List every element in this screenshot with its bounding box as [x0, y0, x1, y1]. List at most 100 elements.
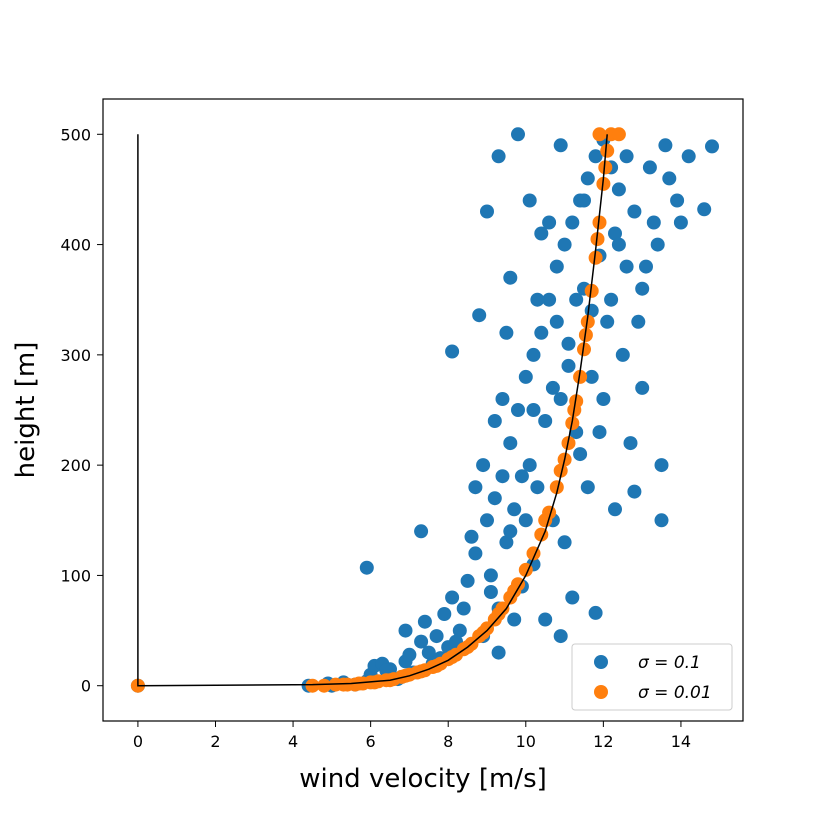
point-series-0-27 [483, 568, 498, 583]
x-tick-label-2: 2 [210, 732, 220, 751]
point-series-0-114 [592, 425, 607, 440]
point-series-1-39 [584, 283, 599, 298]
point-series-0-120 [561, 358, 576, 373]
point-series-0-31 [499, 535, 514, 550]
point-series-0-46 [557, 237, 572, 252]
point-series-0-115 [542, 215, 557, 230]
point-series-0-81 [608, 502, 622, 517]
point-series-0-107 [499, 325, 514, 340]
point-series-0-92 [569, 292, 584, 307]
point-series-0-62 [627, 204, 642, 219]
point-series-1-48 [553, 463, 568, 478]
point-series-0-102 [456, 601, 471, 616]
point-series-0-119 [530, 292, 545, 307]
point-series-0-54 [588, 149, 603, 164]
point-series-0-91 [553, 138, 568, 153]
point-series-0-36 [518, 369, 533, 384]
point-series-0-83 [538, 612, 553, 627]
point-series-0-60 [611, 182, 626, 197]
point-series-0-82 [627, 484, 642, 499]
x-tick-label-0: 0 [133, 732, 143, 751]
point-series-1-43 [600, 143, 615, 158]
point-series-0-42 [542, 292, 557, 307]
point-series-0-34 [511, 403, 525, 417]
point-series-0-44 [549, 259, 564, 274]
point-series-0-41 [538, 414, 553, 428]
point-series-0-28 [487, 491, 502, 506]
point-series-0-39 [530, 480, 545, 495]
point-series-0-71 [359, 560, 374, 575]
point-series-0-47 [561, 336, 576, 351]
point-series-0-125 [673, 215, 688, 230]
point-series-1-38 [580, 314, 595, 329]
point-series-1-46 [592, 127, 607, 142]
point-series-0-122 [611, 237, 626, 252]
point-series-1-40 [588, 250, 603, 265]
legend-label-sigma-0.01: σ = 0.01 [638, 683, 712, 703]
point-series-0-89 [522, 193, 537, 208]
y-axis-label: height [m] [11, 342, 41, 479]
point-series-0-72 [445, 344, 460, 359]
point-series-0-131 [483, 585, 498, 599]
point-series-0-94 [615, 347, 630, 362]
point-series-0-53 [584, 369, 599, 384]
point-series-0-67 [670, 193, 685, 208]
x-tick-label-6: 6 [366, 732, 376, 751]
point-series-0-108 [518, 513, 533, 528]
point-series-0-87 [487, 414, 502, 428]
point-series-1-47 [538, 513, 553, 528]
point-series-0-109 [545, 380, 560, 395]
point-series-1-36 [573, 369, 588, 384]
point-series-0-57 [600, 314, 615, 329]
point-series-0-16 [417, 614, 432, 629]
point-series-0-128 [549, 314, 564, 329]
point-series-1-64 [336, 677, 351, 692]
point-series-0-63 [635, 281, 650, 296]
x-tick-label-10: 10 [516, 732, 536, 751]
point-series-0-75 [480, 204, 494, 219]
point-series-0-80 [588, 605, 603, 620]
point-series-0-37 [522, 458, 537, 473]
point-series-0-127 [577, 193, 591, 208]
y-tick-label-100: 100 [60, 566, 91, 585]
point-series-0-21 [445, 590, 460, 605]
point-series-0-90 [534, 226, 549, 241]
point-series-1-52 [598, 160, 613, 175]
y-tick-label-300: 300 [60, 346, 91, 365]
legend: σ = 0.1 σ = 0.01 [571, 643, 733, 711]
point-series-0-130 [503, 524, 518, 539]
point-series-0-95 [635, 380, 650, 395]
point-series-0-98 [557, 535, 572, 550]
point-series-0-22 [452, 623, 467, 638]
point-series-0-112 [631, 314, 646, 329]
point-series-0-52 [580, 171, 595, 186]
point-series-0-33 [507, 502, 522, 517]
point-series-0-69 [697, 202, 712, 217]
y-tick-label-200: 200 [60, 456, 91, 475]
point-series-1-1 [305, 678, 320, 693]
y-axis-ticks: 0 100 200 300 400 500 [60, 125, 103, 696]
point-series-0-65 [650, 237, 665, 252]
x-tick-label-8: 8 [443, 732, 453, 751]
point-series-0-79 [654, 458, 669, 473]
plot-frame [102, 98, 744, 722]
point-series-0-73 [414, 524, 429, 539]
point-series-0-74 [472, 308, 487, 323]
point-series-0-85 [565, 590, 580, 605]
point-series-0-84 [553, 629, 568, 644]
point-series-0-88 [503, 270, 518, 285]
point-series-0-129 [526, 403, 541, 417]
legend-frame [571, 643, 733, 711]
point-series-0-106 [476, 458, 491, 473]
point-series-1-62 [367, 675, 382, 690]
point-series-0-113 [646, 215, 661, 230]
point-series-0-116 [514, 469, 529, 484]
data-marks [130, 127, 719, 693]
point-series-0-64 [642, 160, 657, 175]
point-series-0-118 [468, 480, 483, 495]
point-series-0-15 [414, 634, 429, 649]
point-series-0-76 [491, 149, 506, 164]
point-series-0-104 [402, 647, 417, 662]
legend-label-sigma-0.1: σ = 0.1 [638, 653, 701, 673]
point-series-1-41 [592, 215, 607, 230]
